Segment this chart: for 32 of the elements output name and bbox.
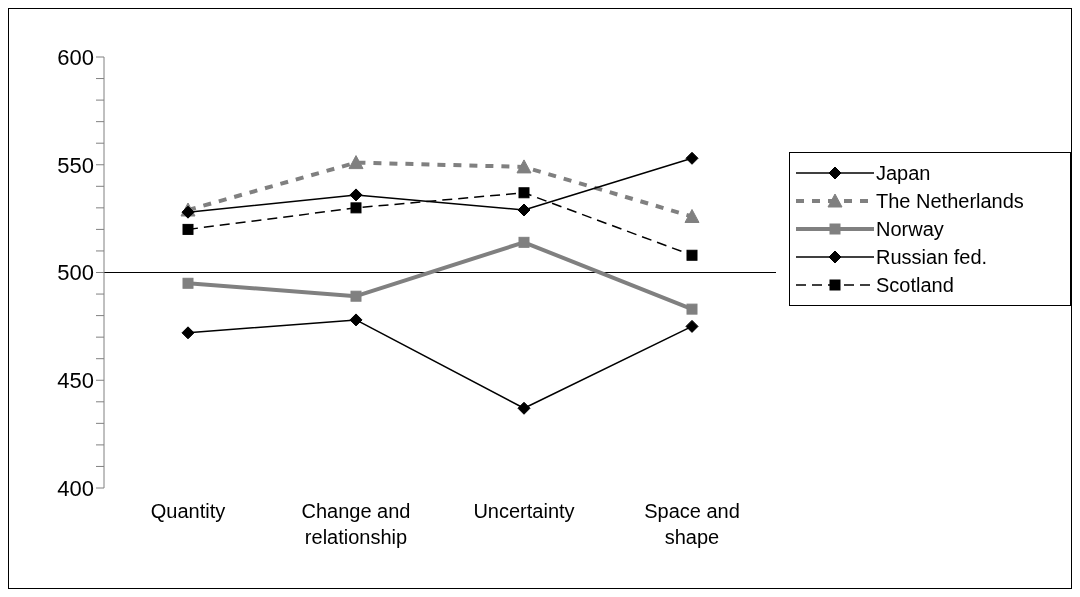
legend-label: Scotland — [876, 273, 954, 297]
point — [349, 313, 363, 327]
point — [182, 277, 194, 289]
y-tick-label: 400 — [57, 475, 94, 501]
point — [517, 203, 531, 217]
x-tick-label: Change and relationship — [301, 500, 411, 548]
x-tick-label: Uncertainty — [473, 500, 575, 522]
point — [181, 326, 195, 340]
legend-label: The Netherlands — [876, 189, 1024, 213]
point — [517, 401, 531, 415]
point — [350, 202, 362, 214]
y-tick-label: 600 — [57, 44, 94, 70]
point — [686, 303, 698, 315]
point — [518, 187, 530, 199]
point — [349, 188, 363, 202]
point — [686, 249, 698, 261]
legend-label: Russian fed. — [876, 245, 988, 269]
point — [350, 290, 362, 302]
point — [685, 319, 699, 333]
y-tick-label: 450 — [57, 368, 94, 394]
point — [684, 208, 700, 223]
point — [516, 159, 532, 174]
legend-label: Norway — [876, 217, 944, 241]
y-tick-label: 500 — [57, 260, 94, 286]
point — [182, 223, 194, 235]
legend-label: Japan — [876, 161, 931, 185]
point — [348, 155, 364, 170]
point — [518, 236, 530, 248]
x-tick-label: Quantity — [150, 500, 226, 522]
y-tick-label: 550 — [57, 152, 94, 178]
x-tick-label: Space and shape — [644, 500, 740, 548]
point — [685, 151, 699, 165]
